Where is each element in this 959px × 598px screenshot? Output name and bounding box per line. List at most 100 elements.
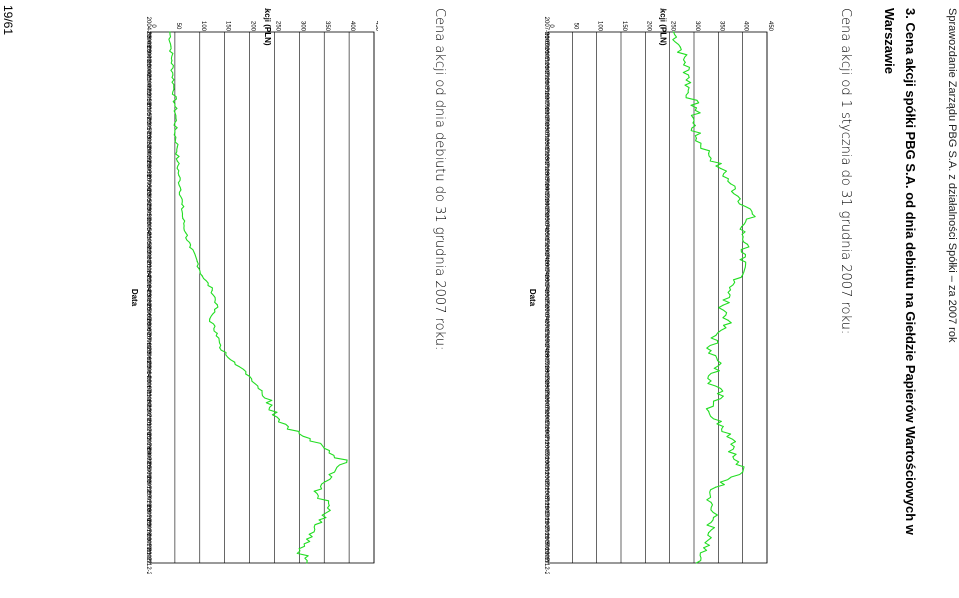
- chart2-data-point: [318, 519, 320, 521]
- chart1-date-tick: 2007-09-12: [543, 396, 549, 427]
- chart1-date-tick: 2007-11-30: [543, 518, 549, 549]
- chart2-data-point: [209, 318, 211, 320]
- chart1-data-point: [751, 213, 753, 215]
- chart2-data-point: [331, 476, 333, 478]
- chart1-data-point: [710, 380, 712, 382]
- chart1-date-tick: 2007-08-13: [543, 350, 549, 381]
- chart2-data-point: [174, 103, 176, 105]
- chart1-data-point: [720, 167, 722, 170]
- chart2-date-tick: 2005-03-22: [145, 117, 151, 148]
- chart1-data-point: [739, 228, 741, 230]
- chart2-date-tick: 2007-01-26: [145, 404, 151, 435]
- chart2-date-tick: 2007-09-18: [145, 505, 151, 536]
- chart1-data-point: [679, 46, 681, 48]
- chart1-value-tick: 400: [743, 21, 749, 32]
- chart2-data-point: [173, 88, 175, 91]
- chart1-date-tick: 2007-08-23: [543, 366, 549, 397]
- chart2-date-tick: 2006-01-24: [145, 246, 151, 277]
- chart1-date-tick: 2007-10-31: [543, 472, 549, 503]
- chart1-date-tick: 2007-04-23: [543, 184, 549, 215]
- section-title-line1: 3. Cena akcji spółki PBG S.A. od dnia de…: [903, 8, 918, 535]
- chart1-data-point: [708, 532, 710, 534]
- chart1-date-tick: 2007-08-02: [543, 335, 549, 366]
- chart1-data-point: [722, 304, 724, 306]
- chart2-data-point: [216, 332, 218, 334]
- chart2-date-tick: 2007-05-09: [145, 447, 151, 478]
- chart1-data-point: [703, 547, 705, 549]
- chart1-data-point: [708, 152, 710, 154]
- chart2-date-tick: 2004-12-13: [145, 74, 151, 105]
- chart1-value-tick: 350: [718, 21, 724, 32]
- chart2-data-point: [219, 347, 221, 349]
- chart1-date-tick: 2007-10-02: [543, 426, 549, 457]
- chart1-data-point: [695, 137, 698, 139]
- chart1-date-tick: 2007-06-25: [543, 275, 549, 306]
- chart2-date-tick: 2005-09-13: [145, 189, 151, 220]
- chart1-data-point: [717, 365, 719, 367]
- chart2-data-point: [211, 289, 213, 291]
- chart1-date-tick: 2007-01-31: [543, 62, 549, 93]
- chart1-data-point: [734, 441, 736, 443]
- chart2-value-tick: 250: [274, 21, 280, 32]
- chart2-date-tick: 2006-07-11: [145, 318, 151, 349]
- chart2-data-point: [170, 45, 172, 47]
- chart1-date-tick: 2007-06-04: [543, 244, 549, 275]
- chart2-data-point: [174, 131, 176, 134]
- chart1-data-point: [739, 198, 741, 200]
- chart2-date-tick: 2007-12-28: [145, 548, 151, 574]
- chart2-series-line: [168, 31, 348, 564]
- chart1-data-point: [732, 456, 734, 458]
- chart2-date-tick: 2007-04-02: [145, 433, 151, 464]
- chart2-data-point: [278, 418, 281, 421]
- chart2-value-tick: 100: [200, 21, 206, 32]
- chart2-data-point: [189, 246, 191, 248]
- chart1-date-tick: 2007-01-11: [543, 32, 549, 63]
- chart1-date-tick: 2007-12-20: [543, 548, 549, 574]
- chart2-value-tick: 200: [250, 21, 256, 32]
- chart2-value-tick: 350: [324, 21, 330, 32]
- chart1-date-tick: 2007-07-24: [543, 320, 549, 351]
- chart2-data-point: [298, 548, 300, 550]
- chart1-data-point: [746, 243, 749, 245]
- chart1-series-line: [672, 31, 756, 564]
- chart2-data-point: [171, 60, 173, 62]
- chart1-value-tick: 50: [572, 23, 578, 30]
- chart2-date-tick: 2005-01-17: [145, 88, 151, 119]
- chart2-date-tick: 2006-05-05: [145, 289, 151, 320]
- chart2-data-point: [175, 117, 177, 119]
- chart2-value-tick: 150: [225, 21, 231, 32]
- chart1-date-tick: 2007-03-30: [543, 153, 549, 184]
- chart2-xlabel: Data: [130, 289, 139, 307]
- chart1-date-tick: 2007-07-13: [543, 305, 549, 336]
- chart2-value-tick: 400: [349, 21, 355, 32]
- chart2-data-point: [271, 404, 273, 406]
- chart-2007: 0 50 100 150 200 250 300 350 400 450 Cena akcji (P…: [528, 8, 773, 574]
- chart2-data-point: [216, 304, 218, 306]
- chart2-date-tick: 2006-03-29: [145, 275, 151, 306]
- chart1-data-point: [729, 183, 732, 185]
- chart2-value-tick: 50: [175, 23, 181, 30]
- chart2-value-tick: 0: [150, 24, 156, 28]
- chart2-caption: Cena akcji od dnia debiutu do 31 grudnia…: [432, 8, 447, 351]
- chart1-value-tick: 100: [597, 21, 603, 32]
- chart1-date-tick: 2007-09-03: [543, 381, 549, 412]
- chart1-date-tick: 2007-10-11: [543, 442, 549, 473]
- chart2-date-tick: 2004-11-09: [145, 60, 151, 91]
- chart1-data-point: [722, 395, 724, 397]
- chart1-data-point: [695, 562, 698, 564]
- chart1-value-tick: 300: [694, 21, 700, 32]
- chart1-date-tick: 2007-11-21: [543, 502, 549, 533]
- chart2-date-tick: 2006-12-21: [145, 390, 151, 421]
- chart1-value-tick: 200: [645, 21, 651, 32]
- chart2-data-point: [346, 461, 348, 464]
- chart2-date-tick: 2004-09-03: [145, 31, 151, 62]
- chart1-date-tick: 2007-11-12: [543, 487, 549, 518]
- chart2-data-point: [172, 74, 174, 76]
- chart2-date-tick: 2007-10-19: [145, 519, 151, 550]
- chart2-date-tick: 2007-06-12: [145, 462, 151, 493]
- chart1-date-tick: 2007-10-22: [543, 457, 549, 488]
- chart2-data-point: [178, 174, 180, 177]
- chart1-date-tick: 2007-05-15: [543, 214, 549, 245]
- chart2-data-point: [176, 146, 178, 148]
- chart1-data-point: [684, 61, 686, 63]
